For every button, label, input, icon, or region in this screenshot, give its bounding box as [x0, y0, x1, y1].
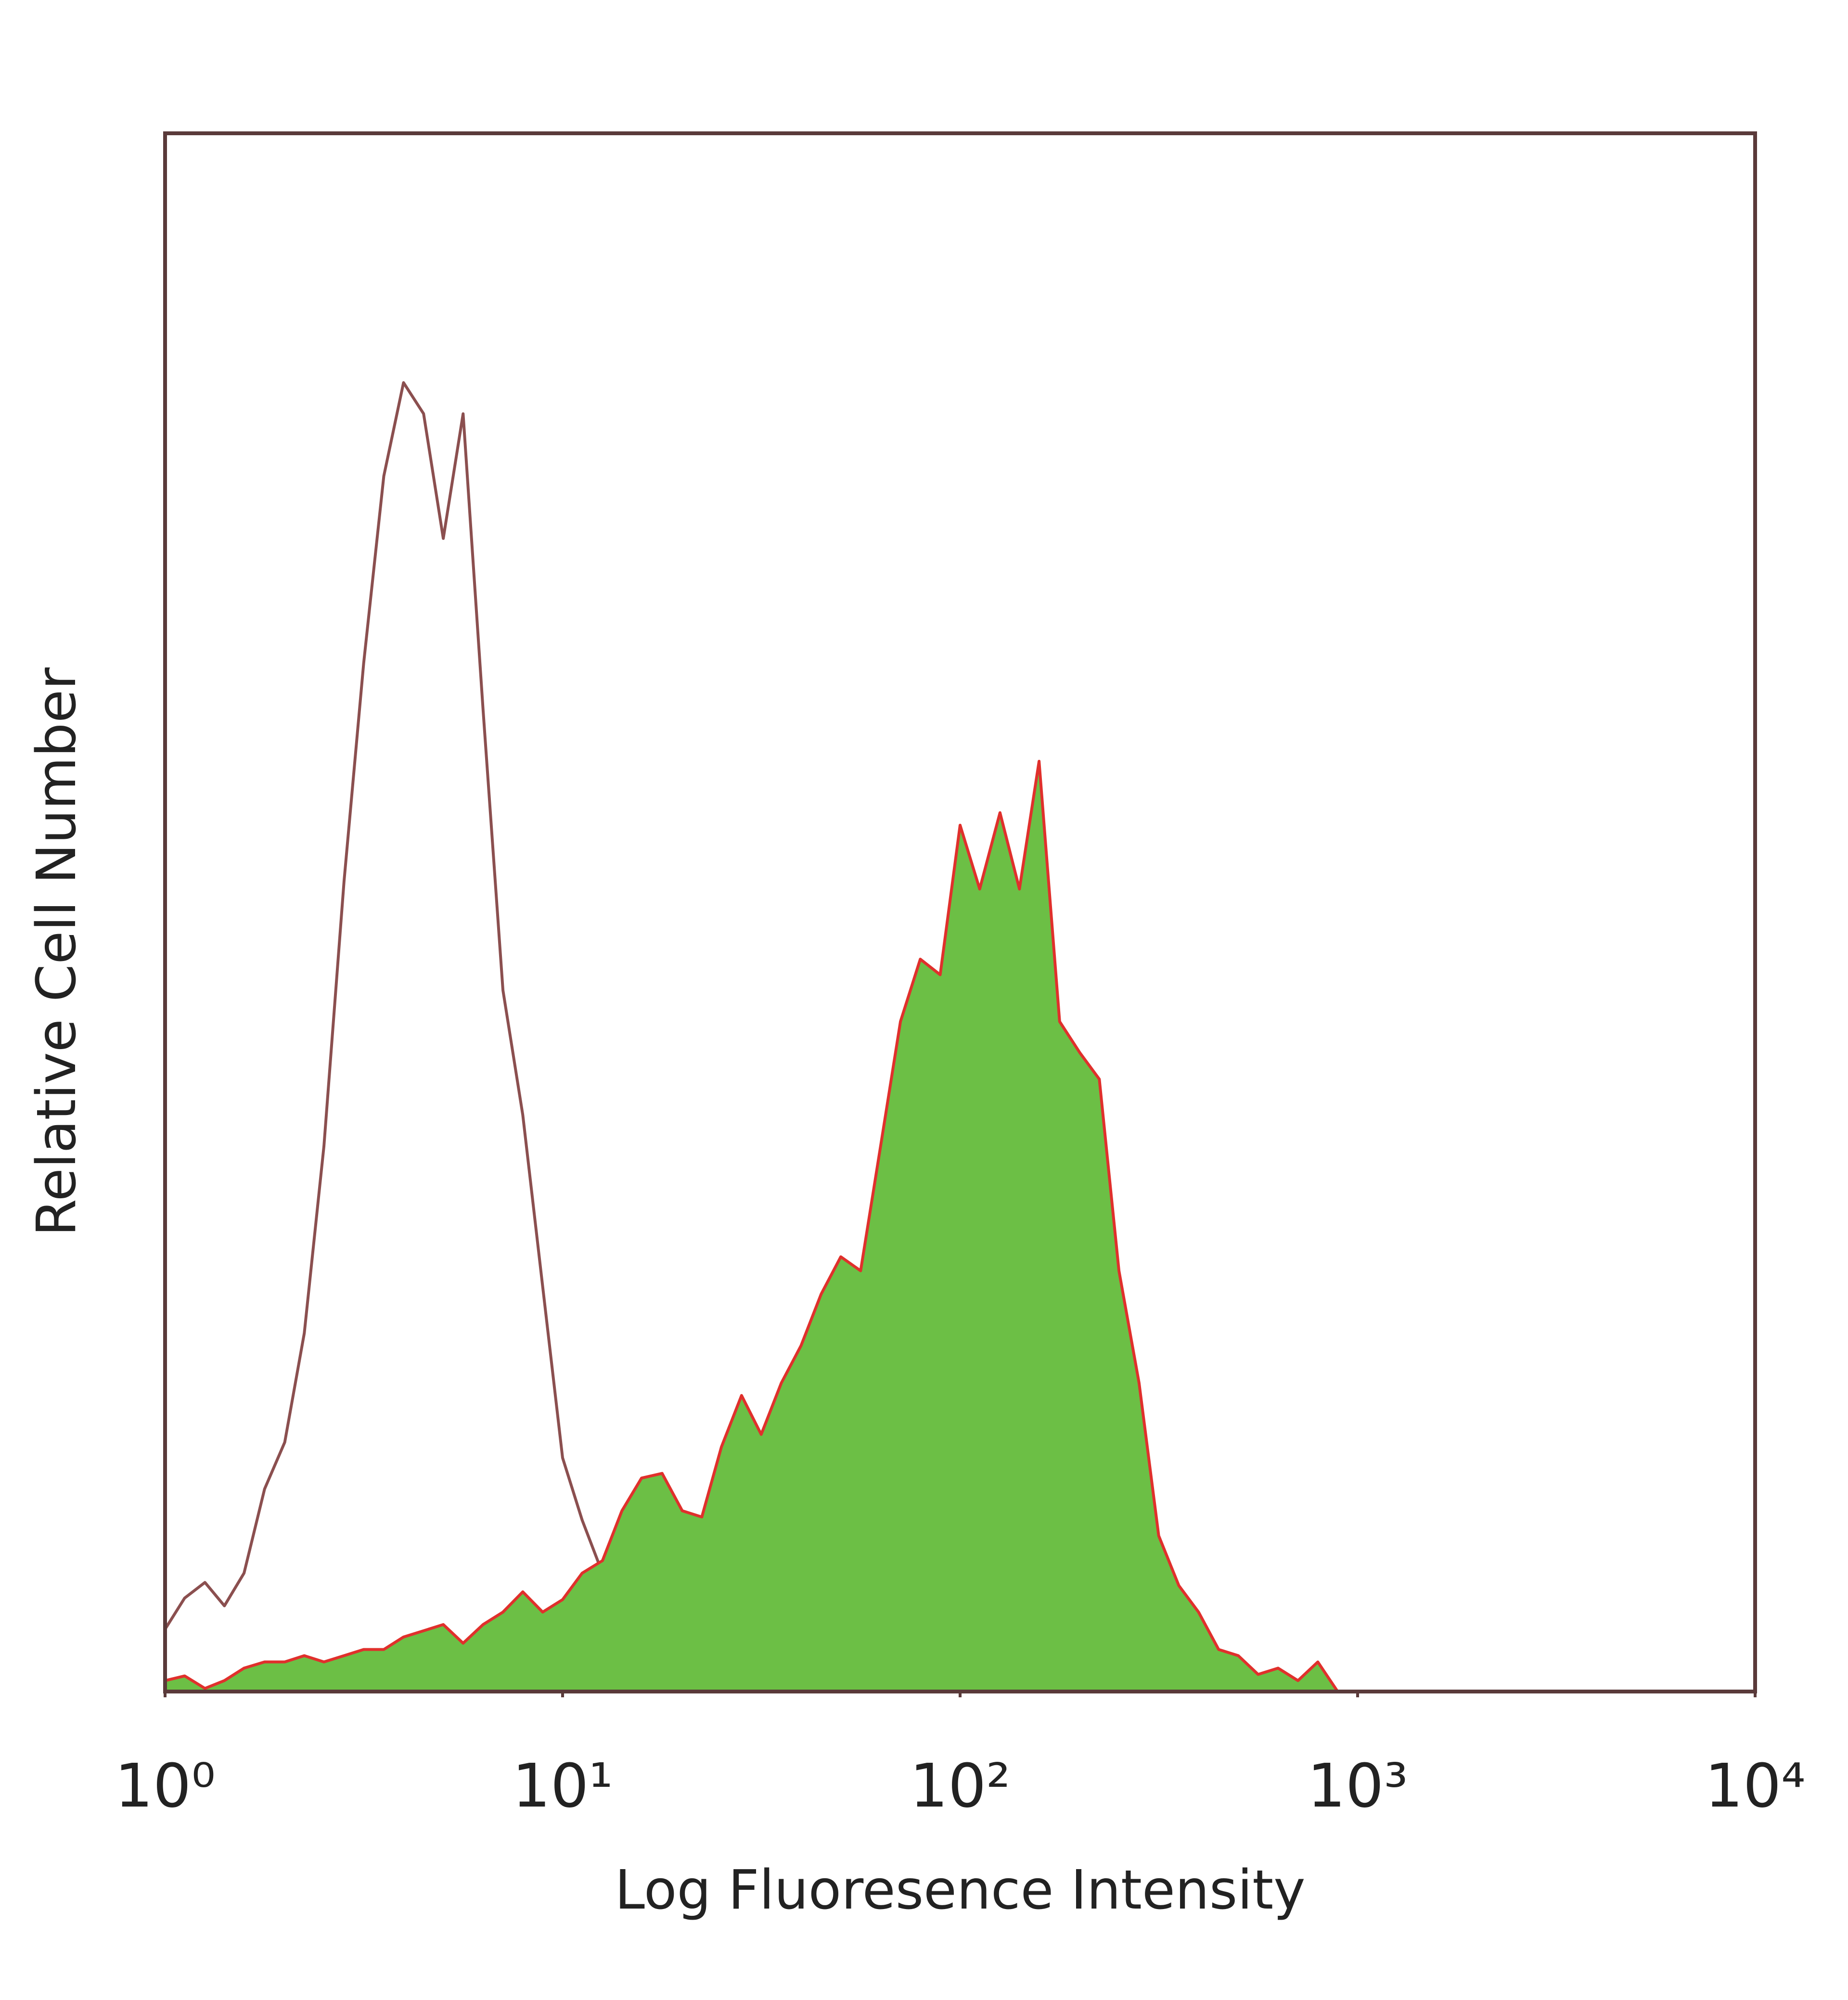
y-axis-label: Relative Cell Number [26, 667, 88, 1236]
x-tick-label: 10⁰ [115, 1751, 215, 1821]
histogram-line [165, 759, 1358, 1693]
x-tick-label: 10² [910, 1751, 1010, 1821]
x-tick-label: 10¹ [512, 1751, 613, 1821]
x-axis-label: Log Fluoresence Intensity [615, 1859, 1306, 1922]
histogram-area [165, 761, 1358, 1692]
x-tick-label: 10⁴ [1705, 1751, 1805, 1821]
x-tick-label: 10³ [1307, 1751, 1408, 1821]
